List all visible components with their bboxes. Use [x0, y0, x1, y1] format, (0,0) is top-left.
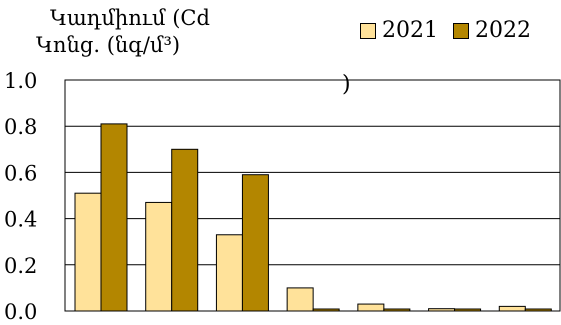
legend-swatch-2021 — [360, 22, 376, 39]
legend-label-2021: 2021 — [382, 18, 438, 43]
chart-title-line-3: ) — [342, 72, 351, 97]
bar-2021 — [498, 305, 526, 312]
bar-2021 — [357, 303, 385, 312]
bar-2021 — [428, 308, 456, 312]
y-tick-label: 0.8 — [4, 115, 37, 139]
bar-2022 — [454, 308, 482, 312]
chart-title-line-1: Կադմիում (Cd — [50, 6, 210, 30]
legend-label-2022: 2022 — [475, 18, 531, 43]
bar-2022 — [100, 123, 128, 312]
bar-2022 — [383, 308, 411, 312]
bar-2021 — [286, 287, 314, 312]
bar-2021 — [215, 234, 243, 312]
y-tick-label: 0.6 — [4, 161, 37, 185]
chart-title-line-2: Կոնց. (նգ/մ³) — [36, 33, 181, 57]
y-tick-label: 0.0 — [4, 300, 37, 324]
bar-2021 — [145, 201, 173, 312]
legend-swatch-2022 — [453, 22, 469, 39]
bar-2022 — [524, 308, 552, 312]
plot-area-border — [64, 79, 561, 312]
bar-2022 — [241, 174, 269, 312]
legend: 2021 2022 — [360, 18, 539, 45]
bar-2022 — [312, 308, 340, 312]
bar-2022 — [171, 148, 199, 312]
y-tick-label: 0.4 — [4, 208, 37, 232]
legend-item-2022: 2022 — [453, 18, 531, 43]
y-tick-label: 0.2 — [4, 254, 37, 278]
y-tick-label: 1.0 — [4, 69, 37, 93]
bar-2021 — [74, 192, 102, 312]
legend-item-2021: 2021 — [360, 18, 438, 43]
